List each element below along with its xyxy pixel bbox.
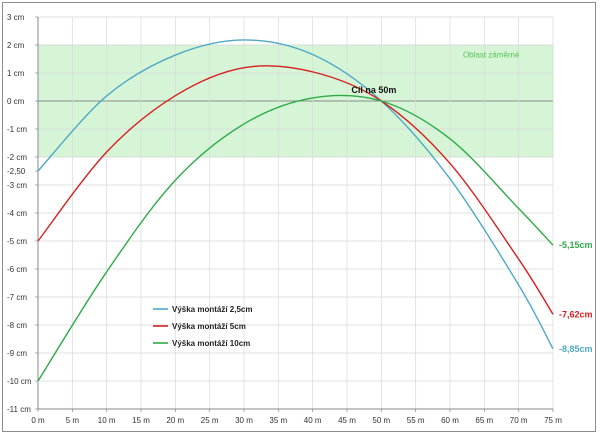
y-tick-label-extra: -2,50 xyxy=(7,167,26,176)
x-tick-label: 45 m xyxy=(338,416,356,425)
x-tick-label: 20 m xyxy=(166,416,184,425)
y-tick-label: -2 cm xyxy=(7,153,27,162)
x-tick-label: 25 m xyxy=(201,416,219,425)
x-tick-label: 65 m xyxy=(475,416,493,425)
series-end-label-1: -8,85cm xyxy=(559,344,593,354)
target-zone-label: Oblast záměrné xyxy=(463,51,520,60)
y-tick-label: -9 cm xyxy=(7,349,27,358)
x-tick-label: 30 m xyxy=(235,416,253,425)
x-tick-label: 50 m xyxy=(372,416,390,425)
x-tick-label: 60 m xyxy=(441,416,459,425)
y-tick-label: -5 cm xyxy=(7,237,27,246)
y-tick-label: -4 cm xyxy=(7,209,27,218)
y-tick-label: -1 cm xyxy=(7,125,27,134)
legend-label-2: Výška montáží 5cm xyxy=(172,322,246,331)
series-end-label-3: -5,15cm xyxy=(559,240,593,250)
y-tick-label: -10 cm xyxy=(7,377,32,386)
y-tick-label: -3 cm xyxy=(7,181,27,190)
x-tick-label: 55 m xyxy=(407,416,425,425)
series-end-label-2: -7,62cm xyxy=(559,309,593,319)
y-tick-label: -11 cm xyxy=(7,405,31,414)
x-tick-label: 0 m xyxy=(31,416,45,425)
trajectory-chart: 3 cm 2 cm 1 cm 0 cm -1 cm -2 cm -3 cm -4 cm -5 c… xyxy=(7,13,593,425)
target-annotation: Cíl na 50m xyxy=(351,85,396,95)
series-line-2 xyxy=(37,65,554,315)
x-tick-label: 35 m xyxy=(269,416,287,425)
x-tick-label: 70 m xyxy=(510,416,528,425)
x-tick-label: 5 m xyxy=(66,416,80,425)
y-tick-label: 3 cm xyxy=(7,13,25,22)
y-tick-label: 1 cm xyxy=(7,69,25,78)
x-tick-label: 40 m xyxy=(304,416,322,425)
x-tick-label: 75 m xyxy=(544,416,562,425)
y-tick-label: -6 cm xyxy=(7,265,27,274)
chart-frame: 3 cm 2 cm 1 cm 0 cm -1 cm -2 cm -3 cm -4 cm -5 c… xyxy=(2,2,596,432)
series-line-3 xyxy=(37,94,554,382)
x-tick-label: 10 m xyxy=(98,416,116,425)
y-tick-label: 2 cm xyxy=(7,41,25,50)
series-line-1 xyxy=(37,39,554,350)
legend-label-1: Výška montáží 2,5cm xyxy=(172,305,252,314)
y-tick-label: -8 cm xyxy=(7,321,27,330)
x-tick-label: 15 m xyxy=(132,416,150,425)
legend-label-3: Výška montáží 10cm xyxy=(172,339,250,348)
y-tick-label: 0 cm xyxy=(7,97,25,106)
y-tick-label: -7 cm xyxy=(7,293,27,302)
